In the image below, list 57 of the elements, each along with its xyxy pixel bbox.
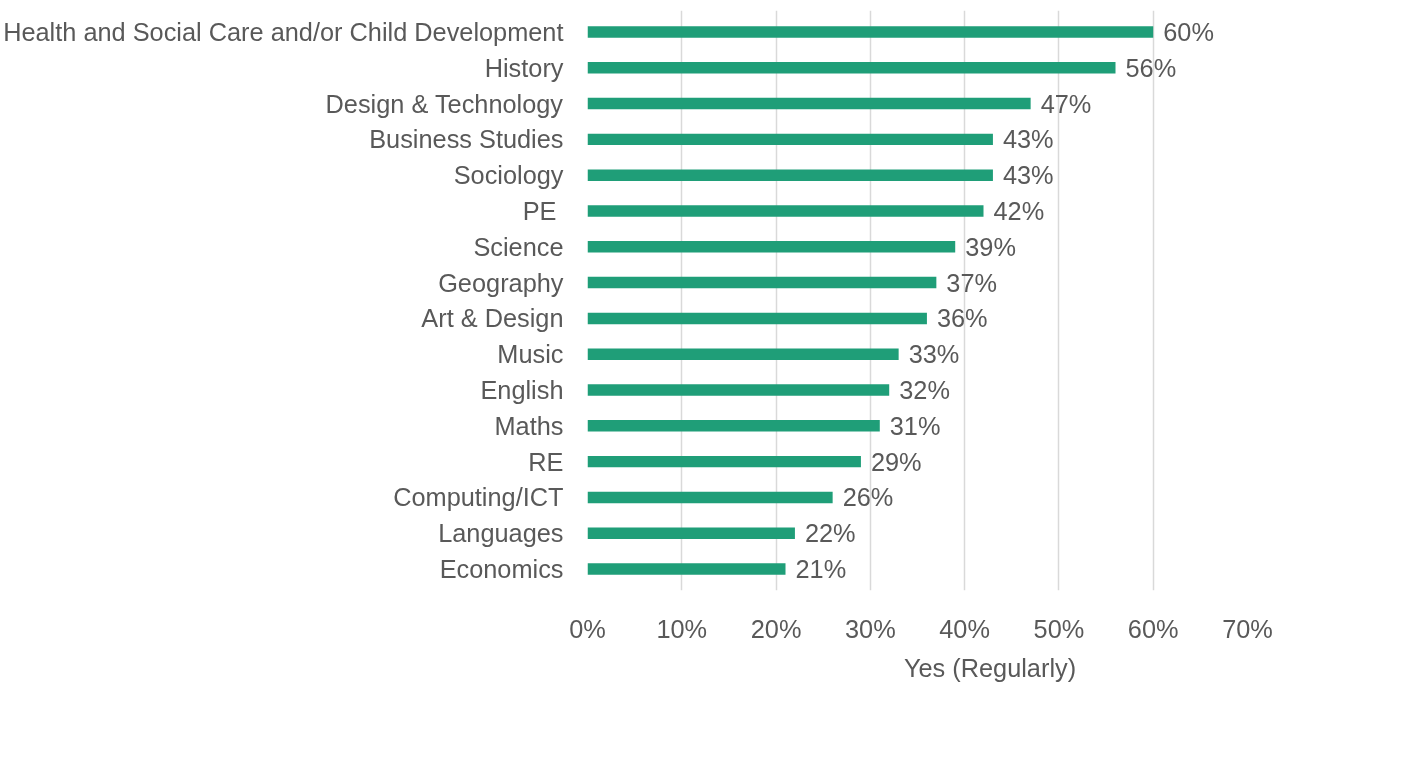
data-label: 36% [936,304,988,333]
data-label: 60% [1163,17,1214,46]
y-tick-label: History [484,53,564,82]
data-label: 39% [965,232,1016,261]
data-label: 56% [1125,53,1177,82]
y-tick-label: Languages [438,519,564,548]
bar [587,312,927,325]
bar [587,26,1154,38]
x-tick-label: 60% [1127,614,1179,643]
bar [587,97,1031,110]
y-tick-label: Health and Social Care and/or Child Development [3,17,564,46]
data-label: 22% [804,519,856,548]
bar [587,384,890,396]
bar [587,169,993,181]
data-label: 42% [993,196,1045,225]
bar [587,241,956,253]
data-label: 33% [908,340,960,369]
y-tick-label: Geography [438,268,564,297]
y-tick-label: Economics [439,555,564,584]
y-tick-label: Sociology [453,161,564,190]
y-tick-label: Science [473,232,564,261]
y-tick-label: English [480,376,564,405]
data-label: 29% [870,447,922,476]
bar [587,491,833,504]
text: Yes (Regularly) [903,653,1077,682]
bar [587,420,880,432]
y-tick-label: Design & Technology [325,89,564,118]
data-label: 47% [1040,89,1092,118]
x-tick-label: 0% [569,614,606,643]
x-tick-label: 50% [1033,614,1085,643]
x-tick-label: 70% [1222,614,1273,643]
x-tick-label: 10% [656,614,708,643]
data-label: 31% [889,411,941,440]
bar [587,276,937,289]
y-tick-label: Computing/ICT [393,483,564,512]
y-tick-label: Music [497,340,564,369]
y-tick-label: PE [522,196,557,225]
data-label: 32% [899,376,950,405]
bar [587,527,795,539]
bar [587,348,899,360]
x-tick-label: 40% [939,614,990,643]
y-tick-label: Business Studies [369,125,564,154]
y-tick-label: Art & Design [421,304,564,333]
data-label: 43% [1002,161,1054,190]
y-tick-label: RE [528,447,564,476]
x-tick-label: 20% [750,614,802,643]
bar [587,62,1116,74]
x-tick-label: 30% [845,614,896,643]
bar [587,205,984,217]
data-label: 37% [946,268,998,297]
y-tick-label: Maths [494,411,564,440]
bar [587,563,786,575]
bar [587,133,993,146]
data-label: 43% [1002,125,1054,154]
bar [587,455,861,468]
data-label: 26% [842,483,894,512]
data-label: 21% [795,555,847,584]
